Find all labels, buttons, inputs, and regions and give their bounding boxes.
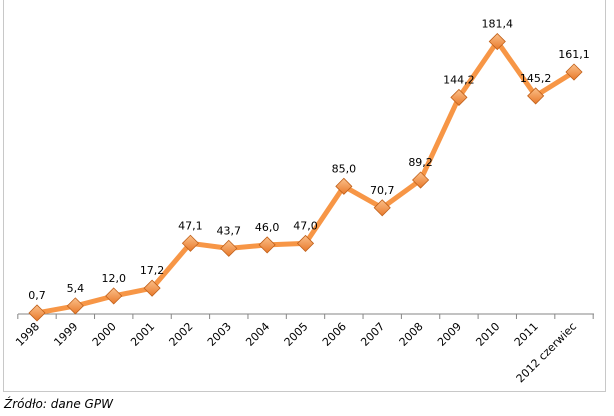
x-tick-label: 2001 (128, 320, 157, 349)
x-tick-label: 2000 (90, 320, 119, 349)
data-label: 46,0 (255, 221, 280, 234)
data-label: 12,0 (101, 272, 126, 285)
x-tick-label: 2010 (473, 320, 502, 349)
data-point-marker (335, 177, 353, 195)
x-tick-label: 2008 (397, 320, 426, 349)
data-point-marker (296, 234, 315, 252)
data-point-marker (181, 234, 199, 252)
data-label: 181,4 (482, 18, 514, 31)
axis-layer (17, 313, 594, 319)
data-label: 5,4 (67, 282, 85, 295)
data-label: 47,1 (178, 219, 203, 232)
x-tick-label: 2009 (435, 320, 464, 349)
x-tick-label: 2004 (243, 320, 272, 349)
data-point-marker (527, 87, 545, 105)
data-point-marker (105, 287, 123, 305)
x-tick-label: 2002 (167, 320, 196, 349)
data-label: 89,2 (408, 156, 433, 169)
data-label: 47,0 (293, 219, 318, 232)
data-point-marker (220, 239, 238, 257)
label-layer: 0,7 5,4 12,0 17,2 47,1 43,7 46,0 47,0 85,0 70,7 89… (28, 18, 590, 302)
data-point-marker (143, 279, 161, 297)
x-tick-label: 2005 (282, 320, 311, 349)
x-tick-label: 1999 (51, 320, 80, 349)
data-point-marker (412, 171, 430, 189)
data-point-marker (258, 236, 276, 254)
x-tick-label: 2003 (205, 320, 234, 349)
data-point-marker (373, 199, 391, 217)
chart-frame (3, 0, 606, 392)
data-label: 144,2 (443, 73, 475, 86)
data-point-marker (565, 63, 583, 81)
x-tick-label: 1998 (13, 320, 42, 349)
data-label: 43,7 (217, 224, 242, 237)
tick-layer: 1998 1999 2000 2001 2002 2003 2004 2005 2006 2007… (13, 320, 579, 385)
marker-layer (28, 32, 583, 322)
data-point-marker (66, 297, 84, 315)
data-point-marker (450, 88, 468, 106)
data-label: 145,2 (520, 72, 552, 85)
x-tick-label: 2011 (512, 320, 541, 349)
data-label: 0,7 (28, 289, 46, 302)
data-point-marker (28, 304, 46, 322)
x-tick-label: 2006 (320, 320, 349, 349)
line-chart: 0,7 5,4 12,0 17,2 47,1 43,7 46,0 47,0 85,0 70,7 89… (13, 18, 594, 385)
data-label: 17,2 (140, 264, 165, 277)
data-label: 161,1 (558, 48, 590, 61)
source-note: Źródło: dane GPW (4, 397, 113, 411)
data-label: 70,7 (370, 184, 395, 197)
data-point-marker (488, 32, 506, 51)
x-tick-label: 2007 (358, 320, 387, 349)
data-label: 85,0 (332, 162, 357, 175)
